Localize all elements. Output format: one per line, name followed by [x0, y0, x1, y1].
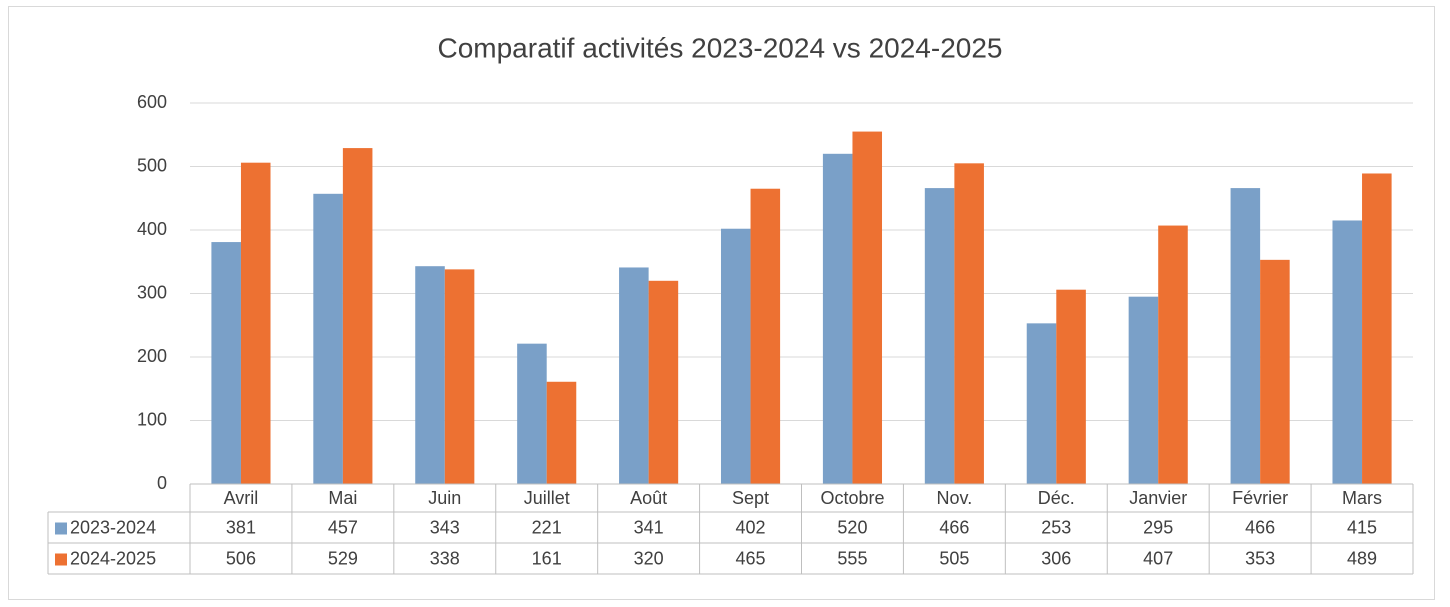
- table-cell: 457: [328, 517, 358, 537]
- table-cell: 520: [837, 517, 867, 537]
- x-tick-label: Août: [630, 488, 667, 508]
- bar: [211, 242, 241, 484]
- bar: [1128, 296, 1159, 484]
- table-cell: 466: [1245, 517, 1275, 537]
- table-cell: 381: [226, 517, 256, 537]
- x-tick-label: Sept: [732, 488, 769, 508]
- bar: [619, 267, 649, 484]
- y-tick-label: 0: [157, 473, 167, 493]
- x-tick-label: Février: [1232, 488, 1288, 508]
- bar: [342, 148, 373, 484]
- bar: [546, 381, 577, 484]
- table-cell: 306: [1041, 548, 1071, 568]
- bar: [1026, 323, 1057, 484]
- table-cell: 320: [634, 548, 664, 568]
- table-cell: 402: [736, 517, 766, 537]
- x-tick-label: Juin: [428, 488, 461, 508]
- bar: [954, 163, 984, 484]
- table-cell: 295: [1143, 517, 1173, 537]
- x-tick-label: Nov.: [937, 488, 973, 508]
- y-tick-label: 400: [137, 219, 167, 239]
- bar: [517, 343, 547, 484]
- x-tick-label: Mai: [328, 488, 357, 508]
- table-cell: 489: [1347, 548, 1377, 568]
- bar: [1158, 225, 1188, 484]
- x-tick-label: Avril: [224, 488, 259, 508]
- x-tick-label: Juillet: [524, 488, 570, 508]
- bar: [648, 280, 679, 484]
- y-tick-label: 200: [137, 346, 167, 366]
- bar: [1056, 289, 1086, 484]
- table-cell: 506: [226, 548, 256, 568]
- bar: [240, 162, 271, 484]
- x-tick-label: Mars: [1342, 488, 1382, 508]
- table-cell: 353: [1245, 548, 1275, 568]
- table-cell: 338: [430, 548, 460, 568]
- table-cell: 465: [736, 548, 766, 568]
- table-cell: 505: [939, 548, 969, 568]
- bar: [444, 269, 475, 484]
- y-tick-label: 600: [137, 92, 167, 112]
- y-tick-label: 500: [137, 155, 167, 175]
- table-cell: 555: [837, 548, 867, 568]
- table-cell: 415: [1347, 517, 1377, 537]
- bar: [415, 266, 445, 484]
- bar: [313, 193, 343, 484]
- legend-label: 2023-2024: [70, 517, 156, 537]
- legend-swatch: [55, 553, 67, 566]
- table-cell: 161: [532, 548, 562, 568]
- y-tick-label: 300: [137, 282, 167, 302]
- table-cell: 253: [1041, 517, 1071, 537]
- table-cell: 341: [634, 517, 664, 537]
- bar: [1332, 220, 1363, 484]
- y-tick-label: 100: [137, 409, 167, 429]
- table-cell: 221: [532, 517, 562, 537]
- bar: [1260, 259, 1290, 484]
- bar: [924, 188, 955, 484]
- bar: [720, 228, 751, 484]
- bar: [750, 188, 781, 484]
- bar: [822, 153, 853, 485]
- bar: [1230, 188, 1261, 484]
- table-cell: 466: [939, 517, 969, 537]
- table-cell: 343: [430, 517, 460, 537]
- table-cell: 407: [1143, 548, 1173, 568]
- bar: [852, 131, 883, 484]
- legend-swatch: [55, 522, 67, 535]
- chart-title: Comparatif activités 2023-2024 vs 2024-2…: [437, 32, 1002, 63]
- x-tick-label: Déc.: [1038, 488, 1075, 508]
- table-cell: 529: [328, 548, 358, 568]
- legend-label: 2024-2025: [70, 548, 156, 568]
- x-tick-label: Octobre: [820, 488, 884, 508]
- x-tick-label: Janvier: [1129, 488, 1187, 508]
- bar: [1362, 173, 1392, 485]
